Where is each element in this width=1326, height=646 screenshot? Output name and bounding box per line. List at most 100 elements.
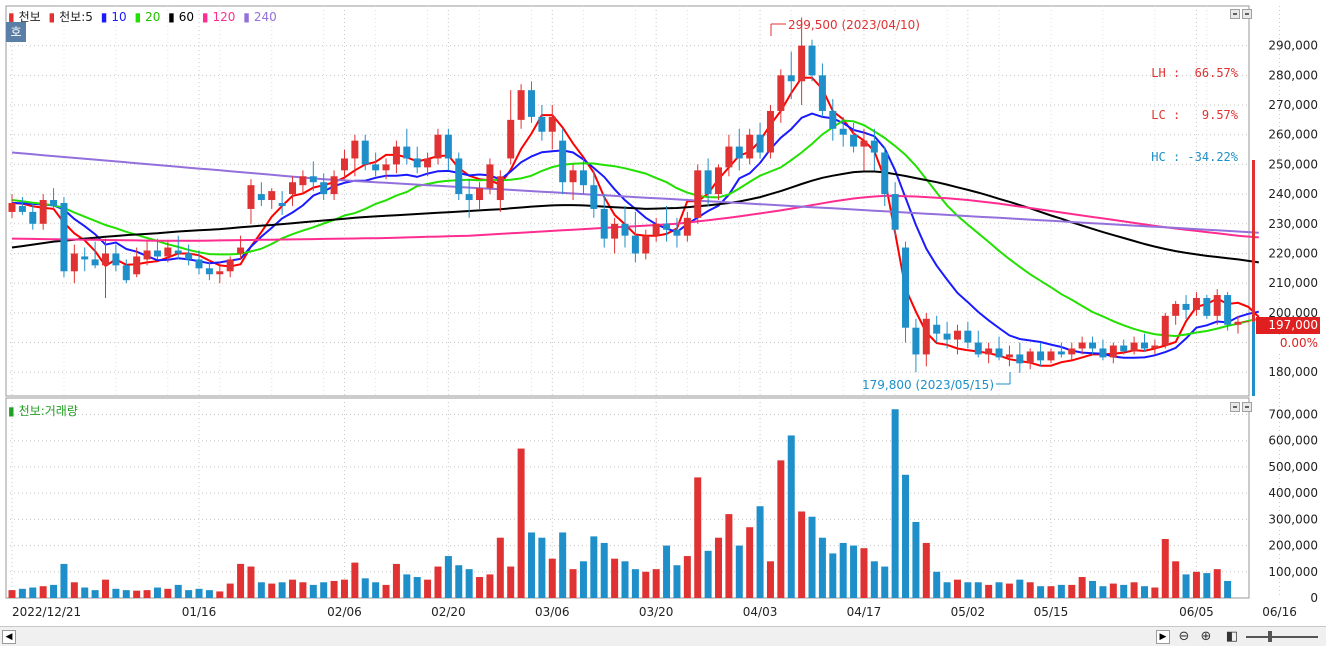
- candle-body: [725, 146, 733, 168]
- candle-body: [590, 185, 598, 209]
- volume-bar: [725, 514, 733, 598]
- stock-chart[interactable]: 180,000190,000200,000210,000220,000230,0…: [0, 0, 1326, 626]
- zoom-slider-track[interactable]: [1246, 636, 1318, 638]
- volume-bar: [1192, 571, 1200, 598]
- candle-body: [1182, 303, 1190, 310]
- candle-body: [268, 191, 276, 201]
- volume-bar: [102, 579, 110, 598]
- candle-body: [382, 164, 390, 171]
- volume-bar: [600, 542, 608, 598]
- legend-swatch-ma20: ▮: [134, 10, 142, 24]
- candle-body: [39, 200, 47, 224]
- volume-bars[interactable]: [8, 409, 1232, 598]
- price-panel-minimize-button[interactable]: [1230, 9, 1240, 19]
- volume-bar: [953, 579, 961, 598]
- ma-line-60: [11, 170, 1259, 264]
- time-tick-label: 01/16: [182, 605, 217, 619]
- candle-body: [818, 75, 826, 111]
- volume-bar: [174, 584, 182, 598]
- volume-bar: [143, 590, 151, 598]
- candle-body: [205, 268, 213, 275]
- volume-bar: [1089, 580, 1097, 598]
- current-change-pct: 0.00%: [1256, 335, 1320, 351]
- volume-bar: [704, 550, 712, 598]
- scroll-right-arrow-icon[interactable]: ▶: [1156, 630, 1170, 644]
- candle-body: [943, 333, 951, 340]
- candle-body: [164, 247, 172, 257]
- candlestick-series[interactable]: [8, 17, 1242, 373]
- candle-body: [663, 223, 671, 230]
- time-tick-label: 02/06: [327, 605, 362, 619]
- candle-body: [153, 250, 161, 257]
- current-price-label: 197,000: [1256, 317, 1320, 334]
- volume-bar: [683, 556, 691, 598]
- volume-panel-minimize-button[interactable]: [1230, 402, 1240, 412]
- ho-badge-button[interactable]: 호: [6, 22, 26, 42]
- zoom-slider-thumb[interactable]: [1268, 631, 1272, 642]
- candle-body: [777, 75, 785, 111]
- candle-body: [642, 235, 650, 254]
- candle-body: [1109, 345, 1117, 358]
- price-change-bar-down: [1252, 321, 1255, 396]
- volume-panel-close-button[interactable]: [1242, 402, 1252, 412]
- ma-line-20: [11, 119, 1259, 338]
- volume-bar: [870, 561, 878, 598]
- price-tick-label: 180,000: [1268, 365, 1318, 379]
- volume-bar: [29, 587, 37, 598]
- volume-bar: [995, 582, 1003, 598]
- volume-bar: [1109, 583, 1117, 598]
- volume-bar: [1213, 569, 1221, 598]
- legend-volume-label: 천보:거래량: [18, 404, 78, 418]
- volume-bar: [299, 582, 307, 598]
- candle-body: [361, 140, 369, 165]
- volume-bar: [912, 521, 920, 598]
- volume-bar: [964, 582, 972, 598]
- candle-body: [735, 146, 743, 159]
- zoom-out-icon[interactable]: ⊖: [1178, 629, 1190, 644]
- volume-bar: [392, 563, 400, 598]
- volume-bar: [673, 565, 681, 598]
- candle-body: [1016, 354, 1024, 364]
- volume-bar: [247, 566, 255, 598]
- candle-body: [1078, 342, 1086, 349]
- volume-bar: [891, 409, 899, 598]
- zoom-slider-icon[interactable]: ◧: [1225, 629, 1239, 644]
- volume-tick-label: 100,000: [1268, 565, 1318, 579]
- volume-bar: [663, 545, 671, 598]
- candle-body: [548, 116, 556, 132]
- volume-bar: [1224, 580, 1232, 598]
- candle-body: [29, 211, 37, 224]
- candle-body: [1037, 351, 1045, 361]
- scroll-left-arrow-icon[interactable]: ◀: [2, 630, 16, 644]
- price-panel-grid: [5, 5, 1281, 397]
- candle-body: [91, 259, 99, 266]
- volume-bar: [434, 566, 442, 598]
- candle-body: [257, 194, 265, 201]
- ma-line-240: [11, 151, 1259, 234]
- candle-body: [704, 170, 712, 195]
- volume-bar: [507, 566, 515, 598]
- volume-bar: [226, 583, 234, 598]
- candle-body: [829, 110, 837, 129]
- volume-bar: [164, 588, 172, 598]
- volume-bar: [50, 584, 58, 598]
- candle-body: [850, 134, 858, 147]
- candle-body: [912, 327, 920, 355]
- volume-tick-label: 500,000: [1268, 460, 1318, 474]
- volume-bar: [881, 566, 889, 598]
- candle-body: [455, 158, 463, 195]
- volume-tick-label: 400,000: [1268, 486, 1318, 500]
- horizontal-scrollbar[interactable]: ◀ ▶ ⊖ ⊕ ◧: [0, 626, 1326, 646]
- candle-body: [1161, 315, 1169, 346]
- candle-body: [922, 318, 930, 355]
- price-panel-close-button[interactable]: [1242, 9, 1252, 19]
- price-legend: ▮ 천보 ▮ 천보:5 ▮ 10 ▮ 20 ▮ 60 ▮ 120 ▮ 240: [8, 8, 281, 25]
- candle-body: [237, 247, 245, 254]
- volume-bar: [1182, 574, 1190, 598]
- candle-body: [434, 134, 442, 159]
- zoom-in-icon[interactable]: ⊕: [1200, 629, 1212, 644]
- candle-body: [1089, 342, 1097, 349]
- candle-body: [683, 217, 691, 236]
- candle-body: [1172, 303, 1180, 316]
- volume-bar: [195, 588, 203, 598]
